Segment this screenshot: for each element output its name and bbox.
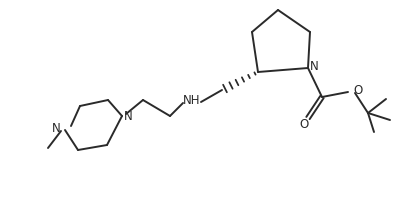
Text: N: N <box>309 61 318 74</box>
Text: O: O <box>352 84 361 97</box>
Text: NH: NH <box>183 94 200 107</box>
Text: N: N <box>52 123 61 135</box>
Text: O: O <box>298 118 308 132</box>
Text: N: N <box>124 110 132 123</box>
